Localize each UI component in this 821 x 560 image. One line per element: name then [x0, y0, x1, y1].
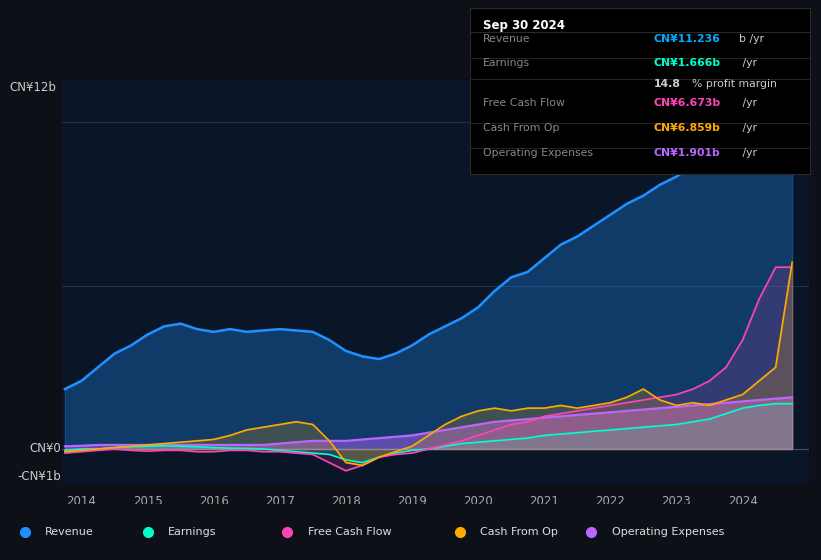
Text: /yr: /yr [740, 58, 758, 68]
Text: Free Cash Flow: Free Cash Flow [308, 527, 392, 537]
Text: /yr: /yr [740, 148, 758, 158]
Text: Free Cash Flow: Free Cash Flow [484, 99, 565, 109]
Text: CN¥1.666b: CN¥1.666b [654, 58, 721, 68]
Text: CN¥12b: CN¥12b [9, 81, 56, 94]
Text: Earnings: Earnings [168, 527, 217, 537]
Text: 14.8: 14.8 [654, 78, 681, 88]
Text: Cash From Op: Cash From Op [480, 527, 558, 537]
Text: Revenue: Revenue [45, 527, 94, 537]
Text: CN¥0: CN¥0 [29, 442, 61, 455]
Text: /yr: /yr [740, 123, 758, 133]
Text: /yr: /yr [740, 99, 758, 109]
Text: CN¥6.859b: CN¥6.859b [654, 123, 721, 133]
Text: CN¥6.673b: CN¥6.673b [654, 99, 721, 109]
Text: Earnings: Earnings [484, 58, 530, 68]
Text: CN¥1.901b: CN¥1.901b [654, 148, 720, 158]
Text: CN¥11.236: CN¥11.236 [654, 34, 721, 44]
Text: Cash From Op: Cash From Op [484, 123, 560, 133]
Text: % profit margin: % profit margin [692, 78, 777, 88]
Text: Operating Expenses: Operating Expenses [484, 148, 594, 158]
Text: Sep 30 2024: Sep 30 2024 [484, 19, 565, 32]
Text: b /yr: b /yr [740, 34, 764, 44]
Text: Revenue: Revenue [484, 34, 530, 44]
Text: Operating Expenses: Operating Expenses [612, 527, 724, 537]
Text: -CN¥1b: -CN¥1b [17, 470, 61, 483]
